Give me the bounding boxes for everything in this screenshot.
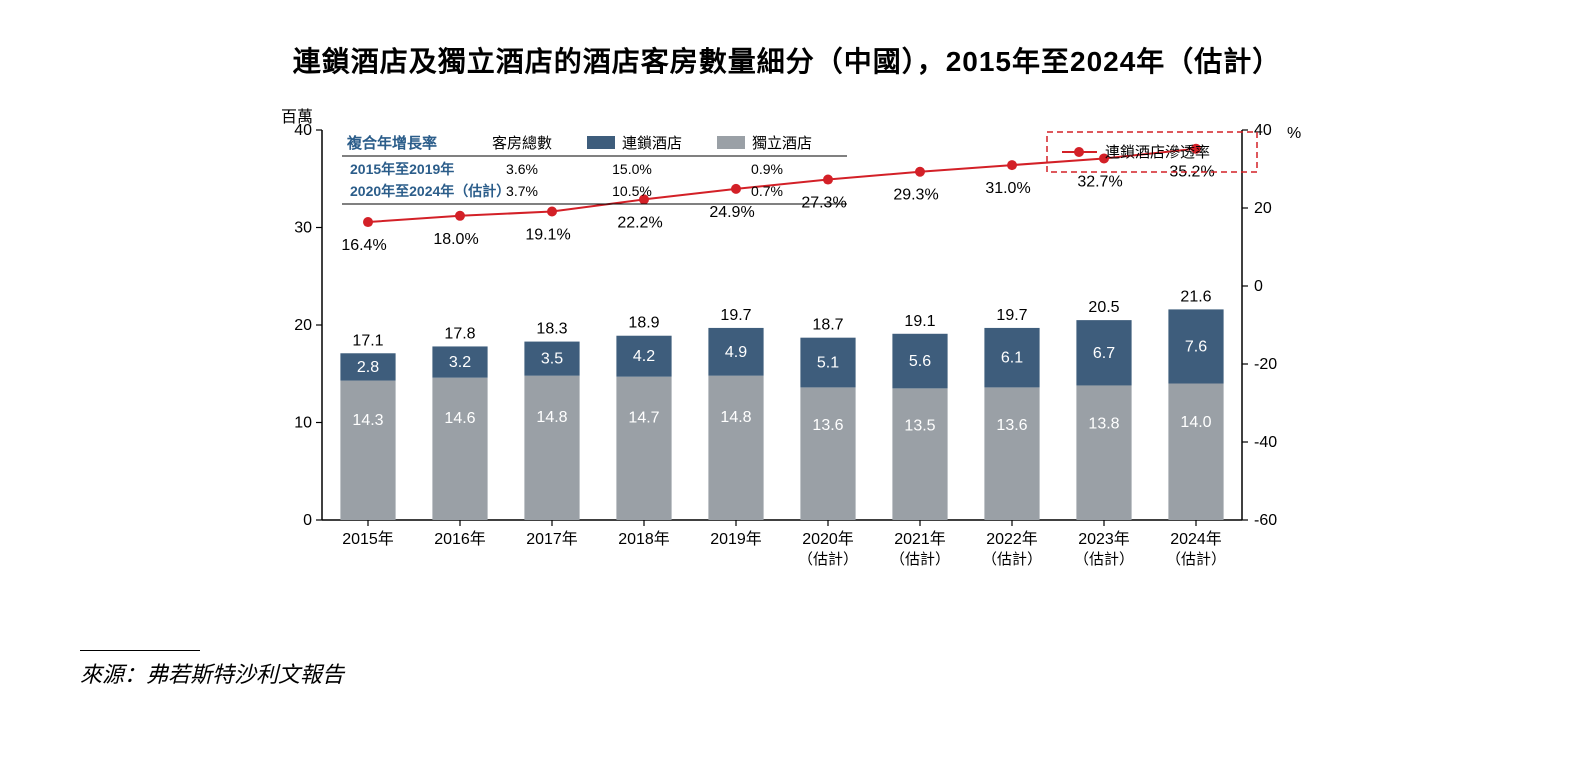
svg-text:6.7: 6.7	[1093, 345, 1115, 362]
svg-text:29.3%: 29.3%	[893, 187, 938, 204]
svg-text:19.7: 19.7	[996, 307, 1027, 324]
svg-text:3.5: 3.5	[541, 351, 563, 368]
svg-text:19.7: 19.7	[720, 307, 751, 324]
svg-text:2019年: 2019年	[710, 530, 762, 548]
svg-text:-40: -40	[1254, 434, 1277, 451]
svg-text:0: 0	[1254, 278, 1263, 295]
svg-text:連鎖酒店: 連鎖酒店	[622, 135, 682, 152]
svg-text:13.6: 13.6	[812, 417, 843, 434]
svg-text:（估計）: （估計）	[1166, 551, 1226, 568]
svg-text:連鎖酒店滲透率: 連鎖酒店滲透率	[1105, 144, 1210, 161]
svg-text:17.1: 17.1	[352, 332, 383, 349]
svg-text:2.8: 2.8	[357, 359, 379, 376]
svg-text:13.6: 13.6	[996, 417, 1027, 434]
svg-text:7.6: 7.6	[1185, 338, 1207, 355]
source-text: 來源：弗若斯特沙利文報告	[80, 657, 1494, 689]
svg-text:17.8: 17.8	[444, 325, 475, 342]
svg-text:2018年: 2018年	[618, 530, 670, 548]
svg-text:13.5: 13.5	[904, 417, 935, 434]
svg-text:（估計）: （估計）	[982, 551, 1042, 568]
svg-text:2024年: 2024年	[1170, 530, 1222, 548]
svg-text:4.9: 4.9	[725, 344, 747, 361]
svg-text:5.6: 5.6	[909, 353, 931, 370]
svg-text:4.2: 4.2	[633, 348, 655, 365]
svg-text:20: 20	[1254, 200, 1272, 217]
svg-text:16.4%: 16.4%	[341, 237, 386, 254]
svg-text:2023年: 2023年	[1078, 530, 1130, 548]
svg-text:%: %	[1287, 125, 1301, 142]
svg-text:30: 30	[294, 220, 312, 237]
svg-text:22.2%: 22.2%	[617, 214, 662, 231]
svg-text:複合年增長率: 複合年增長率	[346, 134, 437, 152]
svg-text:2020年: 2020年	[802, 530, 854, 548]
svg-text:14.6: 14.6	[444, 410, 475, 427]
svg-text:0.9%: 0.9%	[751, 161, 783, 177]
svg-text:2016年: 2016年	[434, 530, 486, 548]
svg-text:20.5: 20.5	[1088, 299, 1119, 316]
svg-text:14.0: 14.0	[1180, 414, 1211, 431]
source-label: 來源：	[80, 662, 146, 687]
svg-text:18.7: 18.7	[812, 317, 843, 334]
svg-text:21.6: 21.6	[1180, 288, 1211, 305]
source-divider	[80, 650, 200, 651]
svg-text:（估計）: （估計）	[798, 551, 858, 568]
svg-text:2020年至2024年（估計）: 2020年至2024年（估計）	[350, 183, 510, 199]
svg-text:3.2: 3.2	[449, 354, 471, 371]
svg-text:2021年: 2021年	[894, 530, 946, 548]
svg-text:14.8: 14.8	[720, 409, 751, 426]
svg-text:3.6%: 3.6%	[506, 161, 538, 177]
source-value: 弗若斯特沙利文報告	[146, 662, 344, 687]
svg-text:14.3: 14.3	[352, 412, 383, 429]
chart-container: 010203040百萬-60-40-2002040%2015年2016年2017…	[262, 100, 1312, 600]
svg-text:2015年至2019年: 2015年至2019年	[350, 161, 454, 177]
svg-text:10.5%: 10.5%	[612, 183, 652, 199]
svg-text:-60: -60	[1254, 512, 1277, 529]
svg-text:0.7%: 0.7%	[751, 183, 783, 199]
svg-text:3.7%: 3.7%	[506, 183, 538, 199]
svg-text:6.1: 6.1	[1001, 350, 1023, 367]
svg-text:14.8: 14.8	[536, 409, 567, 426]
svg-text:18.9: 18.9	[628, 315, 659, 332]
svg-text:18.0%: 18.0%	[433, 231, 478, 248]
svg-text:2017年: 2017年	[526, 530, 578, 548]
svg-text:2015年: 2015年	[342, 530, 394, 548]
svg-text:5.1: 5.1	[817, 355, 839, 372]
svg-text:百萬: 百萬	[281, 108, 313, 126]
svg-text:18.3: 18.3	[536, 321, 567, 338]
svg-text:客房總數: 客房總數	[492, 134, 552, 152]
svg-text:20: 20	[294, 317, 312, 334]
svg-text:2022年: 2022年	[986, 530, 1038, 548]
svg-text:13.8: 13.8	[1088, 416, 1119, 433]
chart-svg: 010203040百萬-60-40-2002040%2015年2016年2017…	[262, 100, 1312, 600]
svg-text:（估計）: （估計）	[890, 551, 950, 568]
svg-text:15.0%: 15.0%	[612, 161, 652, 177]
svg-text:24.9%: 24.9%	[709, 204, 754, 221]
chart-title: 連鎖酒店及獨立酒店的酒店客房數量細分（中國），2015年至2024年（估計）	[80, 40, 1494, 80]
svg-text:19.1%: 19.1%	[525, 227, 570, 244]
svg-text:27.3%: 27.3%	[801, 195, 846, 212]
svg-text:32.7%: 32.7%	[1077, 173, 1122, 190]
svg-text:（估計）: （估計）	[1074, 551, 1134, 568]
svg-text:10: 10	[294, 415, 312, 432]
svg-text:19.1: 19.1	[904, 313, 935, 330]
svg-text:獨立酒店: 獨立酒店	[752, 135, 812, 152]
svg-text:14.7: 14.7	[628, 410, 659, 427]
svg-text:0: 0	[303, 512, 312, 529]
svg-text:-20: -20	[1254, 356, 1277, 373]
svg-text:31.0%: 31.0%	[985, 180, 1030, 197]
